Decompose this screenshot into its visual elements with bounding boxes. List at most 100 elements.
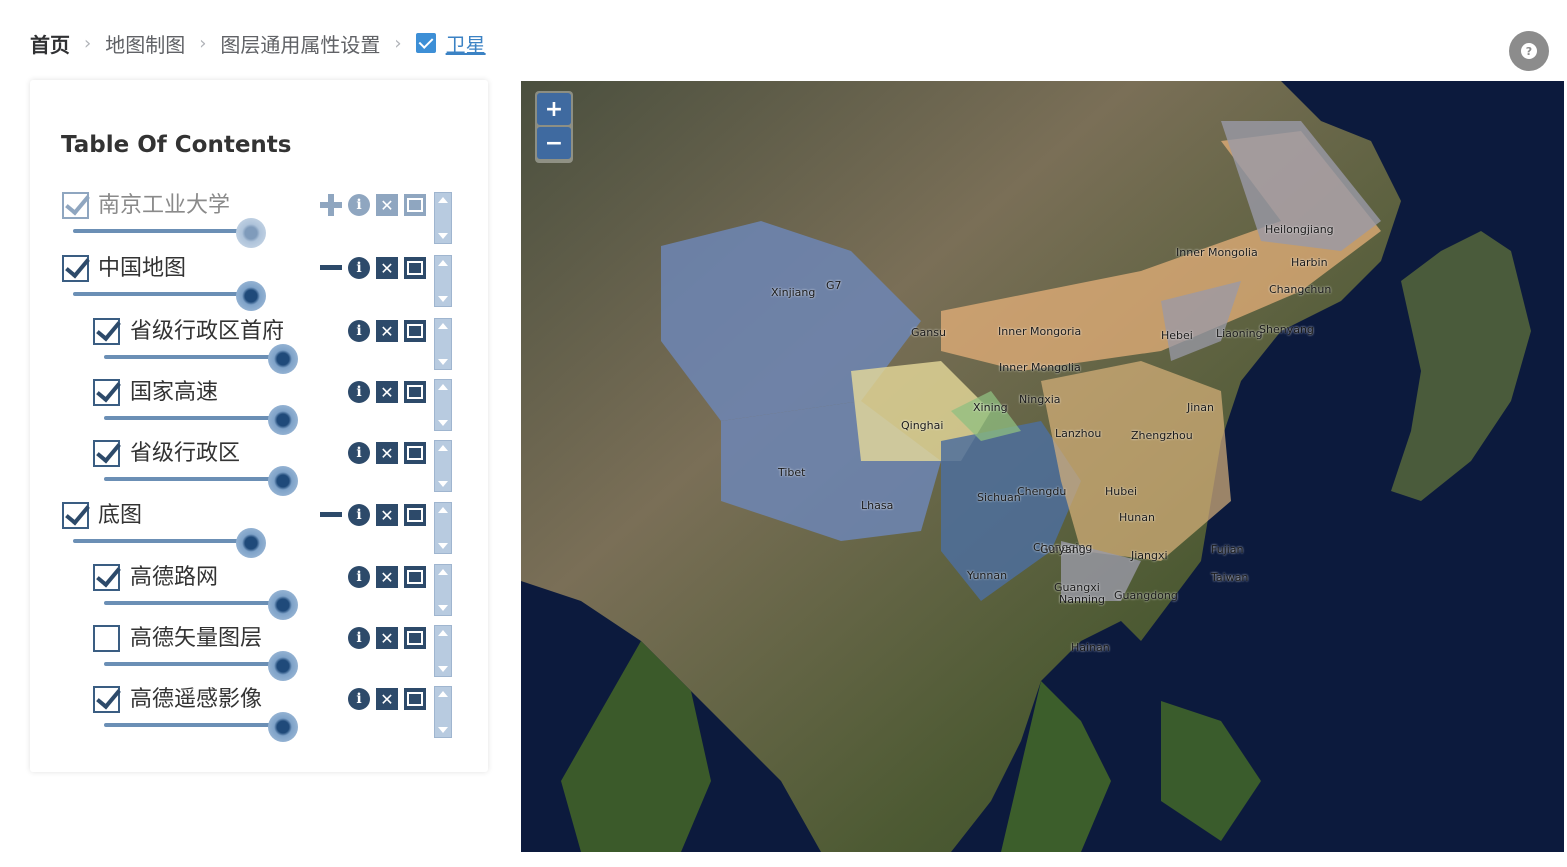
arrow-down-icon[interactable]: [438, 481, 448, 487]
layer-row: 底图 i ✕: [30, 502, 488, 564]
window-toggle-icon[interactable]: [404, 320, 426, 342]
opacity-slider-handle[interactable]: [268, 405, 298, 435]
expand-plus-icon[interactable]: [320, 194, 342, 216]
arrow-down-icon[interactable]: [438, 420, 448, 426]
layer-order-scrollbar[interactable]: [434, 379, 452, 431]
layer-checkbox[interactable]: [62, 255, 89, 282]
layer-checkbox[interactable]: [62, 192, 89, 219]
layer-checkbox[interactable]: [93, 440, 120, 467]
arrow-down-icon[interactable]: [438, 359, 448, 365]
window-toggle-icon[interactable]: [404, 627, 426, 649]
window-toggle-icon[interactable]: [404, 194, 426, 216]
window-toggle-icon[interactable]: [404, 257, 426, 279]
info-icon[interactable]: i: [348, 381, 370, 403]
opacity-slider-handle[interactable]: [236, 281, 266, 311]
remove-icon[interactable]: ✕: [376, 320, 398, 342]
layer-checkbox[interactable]: [93, 564, 120, 591]
layer-order-scrollbar[interactable]: [434, 625, 452, 677]
satellite-map[interactable]: [521, 81, 1564, 852]
breadcrumb-home[interactable]: 首页: [30, 32, 70, 57]
info-icon[interactable]: i: [348, 442, 370, 464]
opacity-slider-track[interactable]: [73, 229, 263, 233]
info-icon[interactable]: i: [348, 627, 370, 649]
opacity-slider-track[interactable]: [104, 723, 294, 727]
arrow-down-icon[interactable]: [438, 727, 448, 733]
arrow-up-icon[interactable]: [438, 507, 448, 513]
layer-row: 省级行政区首府 i ✕: [30, 318, 488, 380]
collapse-minus-icon[interactable]: [320, 512, 342, 517]
remove-icon[interactable]: ✕: [376, 442, 398, 464]
collapse-minus-icon[interactable]: [320, 265, 342, 270]
remove-icon[interactable]: ✕: [376, 566, 398, 588]
layer-checkbox[interactable]: [93, 625, 120, 652]
arrow-down-icon[interactable]: [438, 605, 448, 611]
layer-checkbox[interactable]: [93, 379, 120, 406]
opacity-slider-track[interactable]: [104, 355, 294, 359]
map-place-label: Zhengzhou: [1131, 429, 1193, 442]
opacity-slider-handle[interactable]: [268, 466, 298, 496]
remove-icon[interactable]: ✕: [376, 381, 398, 403]
satellite-checkbox[interactable]: [415, 33, 436, 53]
arrow-up-icon[interactable]: [438, 384, 448, 390]
opacity-slider-track[interactable]: [73, 539, 263, 543]
window-toggle-icon[interactable]: [404, 504, 426, 526]
opacity-slider-handle[interactable]: [268, 712, 298, 742]
opacity-slider-handle[interactable]: [236, 218, 266, 248]
layer-order-scrollbar[interactable]: [434, 564, 452, 616]
opacity-slider-handle[interactable]: [268, 651, 298, 681]
opacity-slider-track[interactable]: [104, 601, 294, 605]
info-icon[interactable]: i: [348, 257, 370, 279]
layer-order-scrollbar[interactable]: [434, 686, 452, 738]
breadcrumb-layer-settings[interactable]: 图层通用属性设置: [220, 32, 381, 57]
zoom-out-button[interactable]: −: [537, 127, 571, 159]
remove-icon[interactable]: ✕: [376, 504, 398, 526]
window-toggle-icon[interactable]: [404, 566, 426, 588]
layer-order-scrollbar[interactable]: [434, 440, 452, 492]
info-icon[interactable]: i: [348, 688, 370, 710]
layer-order-scrollbar[interactable]: [434, 318, 452, 370]
layer-order-scrollbar[interactable]: [434, 502, 452, 554]
arrow-down-icon[interactable]: [438, 233, 448, 239]
window-toggle-icon[interactable]: [404, 381, 426, 403]
zoom-in-button[interactable]: +: [537, 93, 571, 125]
arrow-up-icon[interactable]: [438, 569, 448, 575]
opacity-slider-track[interactable]: [104, 662, 294, 666]
info-icon[interactable]: i: [348, 504, 370, 526]
info-icon[interactable]: i: [348, 566, 370, 588]
opacity-slider-handle[interactable]: [268, 344, 298, 374]
arrow-up-icon[interactable]: [438, 197, 448, 203]
remove-icon[interactable]: ✕: [376, 688, 398, 710]
map-place-label: Xinjiang: [771, 286, 816, 299]
arrow-up-icon[interactable]: [438, 260, 448, 266]
arrow-up-icon[interactable]: [438, 445, 448, 451]
breadcrumb-satellite[interactable]: 卫星: [445, 32, 486, 57]
layer-checkbox[interactable]: [93, 686, 120, 713]
layer-order-scrollbar[interactable]: [434, 255, 452, 307]
remove-icon[interactable]: ✕: [376, 194, 398, 216]
info-icon[interactable]: i: [348, 194, 370, 216]
opacity-slider-track[interactable]: [104, 416, 294, 420]
help-button[interactable]: ?: [1509, 31, 1549, 71]
window-toggle-icon[interactable]: [404, 442, 426, 464]
map-place-label: Jiangxi: [1131, 549, 1168, 562]
remove-icon[interactable]: ✕: [376, 627, 398, 649]
arrow-up-icon[interactable]: [438, 323, 448, 329]
breadcrumb-mapping[interactable]: 地图制图: [105, 32, 186, 57]
arrow-up-icon[interactable]: [438, 691, 448, 697]
opacity-slider-handle[interactable]: [236, 528, 266, 558]
arrow-down-icon[interactable]: [438, 296, 448, 302]
arrow-up-icon[interactable]: [438, 630, 448, 636]
arrow-down-icon[interactable]: [438, 666, 448, 672]
map-view[interactable]: + − Heilongjiang Harbin Inner Mongolia Chan…: [521, 81, 1564, 852]
info-icon[interactable]: i: [348, 320, 370, 342]
window-toggle-icon[interactable]: [404, 688, 426, 710]
opacity-slider-track[interactable]: [104, 477, 294, 481]
opacity-slider-handle[interactable]: [268, 590, 298, 620]
arrow-down-icon[interactable]: [438, 543, 448, 549]
layer-order-scrollbar[interactable]: [434, 192, 452, 244]
layer-checkbox[interactable]: [62, 502, 89, 529]
opacity-slider-track[interactable]: [73, 292, 263, 296]
map-place-label: G7: [826, 279, 842, 292]
remove-icon[interactable]: ✕: [376, 257, 398, 279]
layer-checkbox[interactable]: [93, 318, 120, 345]
